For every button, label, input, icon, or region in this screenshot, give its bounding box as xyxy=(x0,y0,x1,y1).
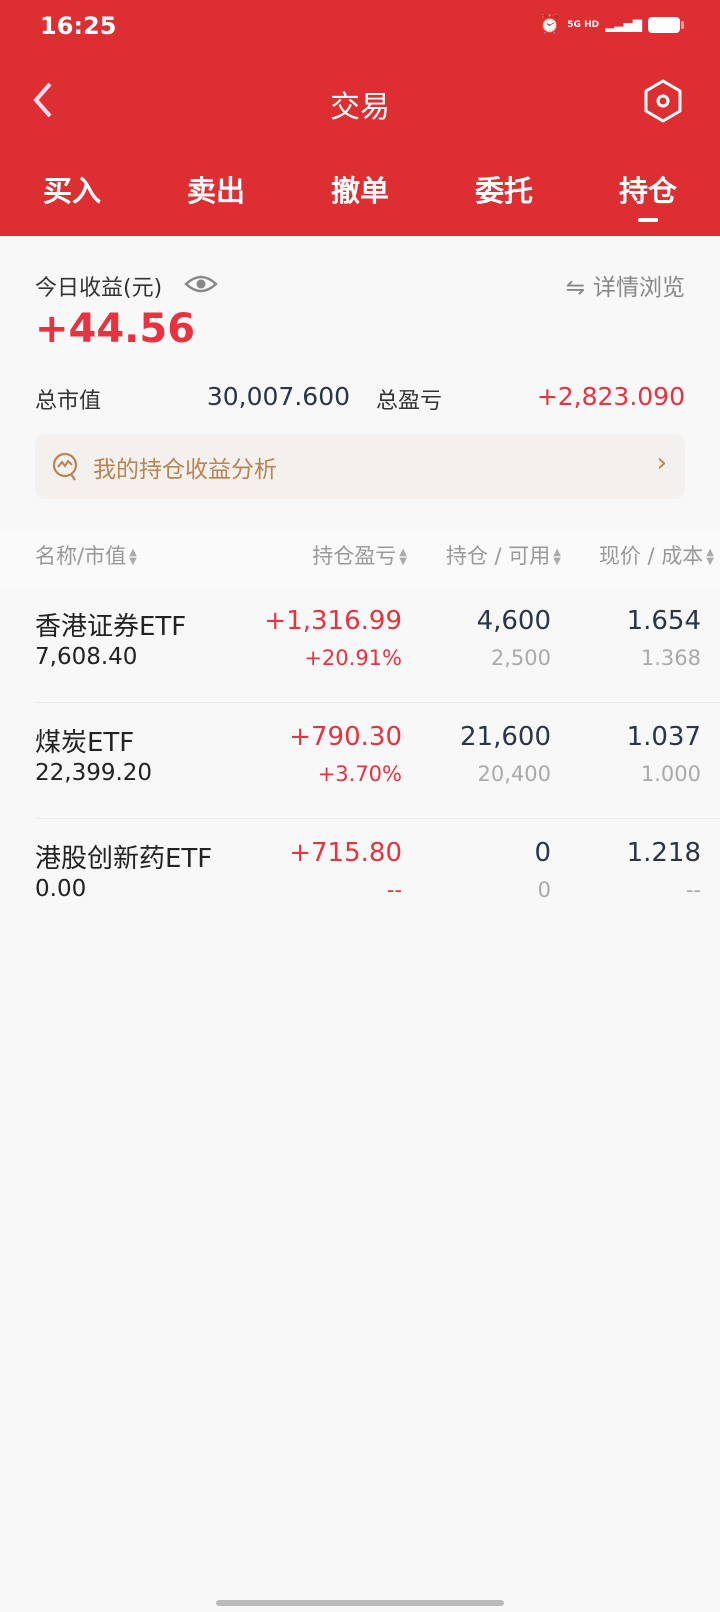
banner-label: 我的持仓收益分析 xyxy=(93,457,277,483)
stock-name: 港股创新药ETF xyxy=(35,844,213,874)
position: 4,600 xyxy=(476,606,551,636)
battery-icon xyxy=(648,16,684,33)
active-tab-indicator xyxy=(638,218,658,222)
col-label: 持仓 / 可用 xyxy=(445,544,551,568)
sort-icon: ▲ ▼ xyxy=(706,547,714,567)
pnl: +1,316.99 xyxy=(264,606,402,636)
home-indicator[interactable] xyxy=(216,1600,504,1606)
position: 21,600 xyxy=(460,722,551,752)
position: 0 xyxy=(534,838,551,868)
price: 1.218 xyxy=(626,838,701,868)
sort-icon: ▲ ▼ xyxy=(553,547,561,567)
pnl-pct: -- xyxy=(386,878,402,902)
pnl: +715.80 xyxy=(289,838,402,868)
stock-name: 煤炭ETF xyxy=(35,728,135,758)
eye-icon[interactable] xyxy=(184,272,218,296)
detail-browse-link[interactable]: ⇋ 详情浏览 xyxy=(566,268,685,302)
table-row[interactable]: 煤炭ETF 22,399.20 +790.30 +3.70% 21,600 20,400 1… xyxy=(0,702,720,818)
detail-browse-label: 详情浏览 xyxy=(593,275,685,301)
analysis-icon xyxy=(52,452,78,481)
position-analysis-banner[interactable]: 我的持仓收益分析 › xyxy=(35,434,685,499)
col-label: 持仓盈亏 xyxy=(312,544,397,568)
col-label: 现价 / 成本 xyxy=(598,544,704,568)
alarm-icon: ⏰ xyxy=(538,14,562,35)
available: 0 xyxy=(537,878,551,902)
tab-buy[interactable]: 买入 xyxy=(42,174,101,208)
col-price-header[interactable]: 现价 / 成本 ▲ ▼ xyxy=(599,540,714,570)
pnl-pct: +20.91% xyxy=(304,646,402,670)
market-value: 0.00 xyxy=(35,876,87,902)
status-time: 16:25 xyxy=(40,12,117,40)
col-position-header[interactable]: 持仓 / 可用 ▲ ▼ xyxy=(446,540,561,570)
today-profit-label: 今日收益(元) xyxy=(35,276,163,301)
top-header: 16:25 ⏰ 5G HD ▂▃▅▇ 交易 买入 卖出 撤单 委托 持仓 xyxy=(0,0,720,236)
page-title: 交易 xyxy=(330,90,390,125)
status-icons: ⏰ 5G HD ▂▃▅▇ xyxy=(538,14,684,35)
price: 1.654 xyxy=(626,606,701,636)
signal-icon: ▂▃▅▇ xyxy=(605,17,642,32)
available: 2,500 xyxy=(490,646,551,670)
table-row[interactable]: 香港证券ETF 7,608.40 +1,316.99 +20.91% 4,600 2,50… xyxy=(0,586,720,702)
cost: 1.368 xyxy=(640,646,701,670)
tab-sell[interactable]: 卖出 xyxy=(186,174,245,208)
row-divider xyxy=(35,818,720,819)
pnl-pct: +3.70% xyxy=(317,762,402,786)
cost: 1.000 xyxy=(640,762,701,786)
pnl: +790.30 xyxy=(289,722,402,752)
tab-positions[interactable]: 持仓 xyxy=(618,174,677,208)
stock-name: 香港证券ETF xyxy=(35,612,187,642)
back-icon[interactable] xyxy=(26,80,66,120)
col-name-header[interactable]: 名称/市值 ▲ ▼ xyxy=(35,540,137,570)
network-label: 5G HD xyxy=(567,19,600,30)
row-divider xyxy=(35,702,720,703)
cost: -- xyxy=(685,878,701,902)
chevron-right-icon: › xyxy=(656,448,667,478)
sort-icon: ▲ ▼ xyxy=(399,547,407,567)
tab-cancel[interactable]: 撤单 xyxy=(330,174,389,208)
price: 1.037 xyxy=(626,722,701,752)
col-pnl-header[interactable]: 持仓盈亏 ▲ ▼ xyxy=(312,540,407,570)
total-pnl-value: +2,823.090 xyxy=(536,382,685,411)
market-value-label: 总市值 xyxy=(35,389,102,414)
table-row[interactable]: 港股创新药ETF 0.00 +715.80 -- 0 0 1.218 -- xyxy=(0,818,720,934)
market-value: 30,007.600 xyxy=(206,382,350,411)
available: 20,400 xyxy=(477,762,551,786)
market-value: 7,608.40 xyxy=(35,644,138,670)
table-header xyxy=(0,530,720,586)
market-value: 22,399.20 xyxy=(35,760,153,786)
col-label: 名称/市值 xyxy=(35,544,127,568)
settings-icon[interactable] xyxy=(642,78,684,124)
swap-icon: ⇋ xyxy=(565,275,585,301)
total-pnl-label: 总盈亏 xyxy=(376,389,443,414)
tab-orders[interactable]: 委托 xyxy=(474,174,533,208)
sort-icon: ▲ ▼ xyxy=(129,547,137,567)
today-profit-value: +44.56 xyxy=(35,306,196,352)
